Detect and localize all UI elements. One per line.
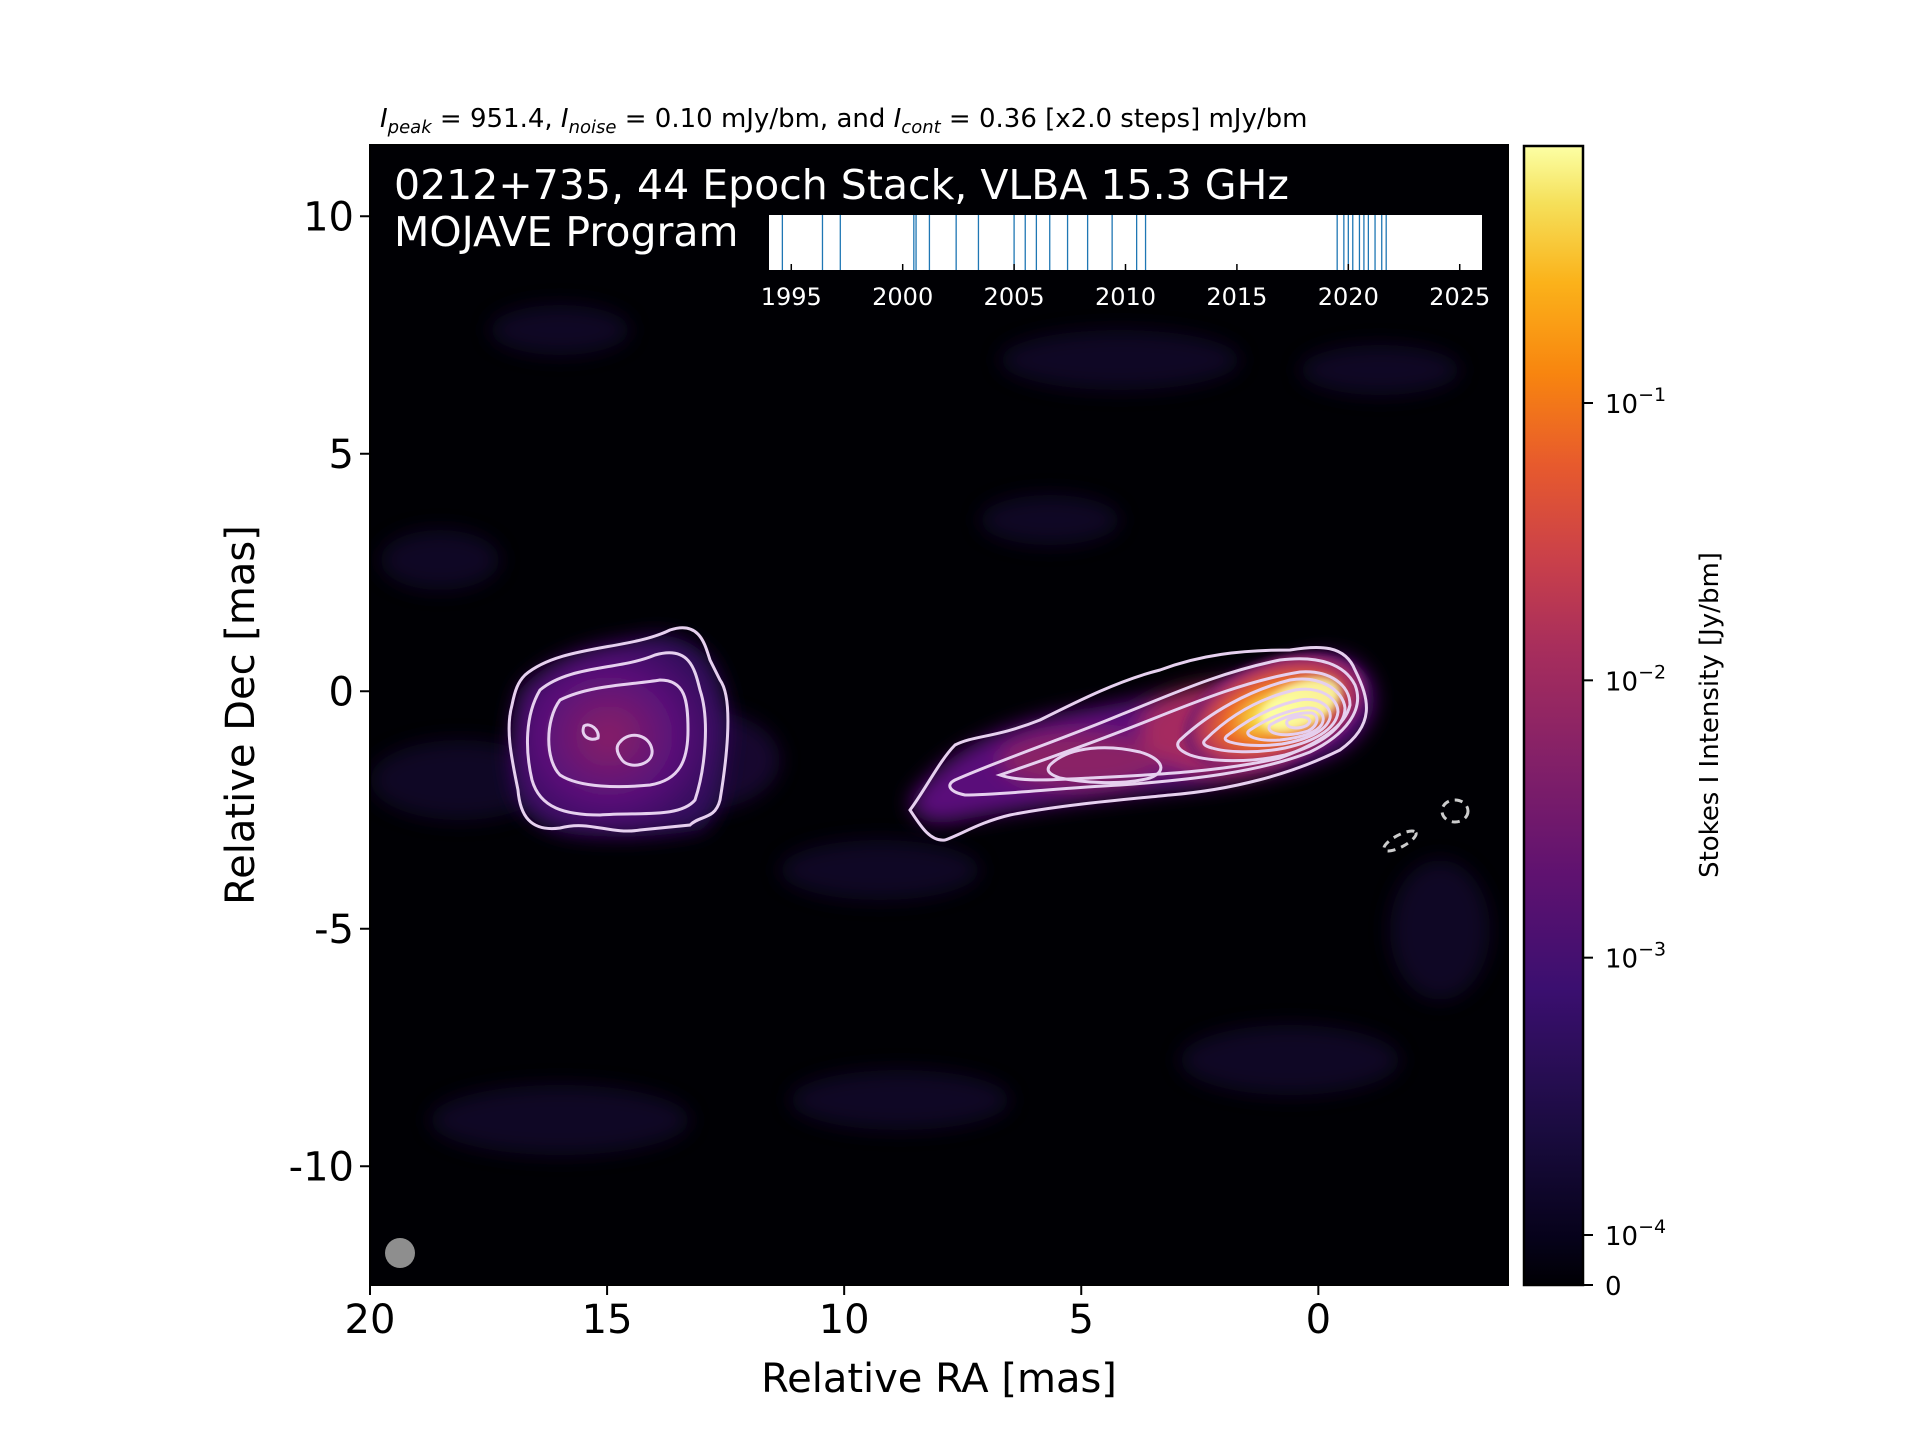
epoch-tick-label: 2005 xyxy=(984,283,1045,311)
colorbar-ticks: 10−1 10−2 10−3 10−4 0 xyxy=(1583,384,1666,1302)
lobe-contour-4a xyxy=(581,723,600,741)
epoch-tick-label: 1995 xyxy=(761,283,822,311)
y-tick-label: 10 xyxy=(303,194,354,240)
lobe-contour-4b xyxy=(615,733,654,767)
colorbar-tick-label: 10−1 xyxy=(1605,384,1666,420)
noise-symbol: I xyxy=(561,104,569,134)
epoch-tick-label: 2010 xyxy=(1095,283,1156,311)
x-axis-label: Relative RA [mas] xyxy=(761,1356,1117,1402)
cont-symbol: I xyxy=(894,104,902,134)
epoch-lines xyxy=(781,215,1387,270)
epoch-tick-label: 2015 xyxy=(1206,283,1267,311)
cont-subscript: cont xyxy=(901,117,941,138)
peak-subscript: peak xyxy=(387,117,434,138)
core-contour-4 xyxy=(1246,706,1325,742)
y-tick-label: 0 xyxy=(329,669,354,715)
colorbar-gradient xyxy=(1524,146,1583,1285)
core-contour-2 xyxy=(1202,687,1340,754)
y-tick-label: -10 xyxy=(289,1144,354,1190)
jet-contour-4 xyxy=(1046,746,1163,785)
epoch-tick-label: 2025 xyxy=(1429,283,1490,311)
component-marker-ellipse xyxy=(1382,829,1418,853)
y-axis-label: Relative Dec [mas] xyxy=(218,525,264,905)
noise-subscript: noise xyxy=(569,117,617,138)
y-tick-label: -5 xyxy=(314,907,354,953)
component-marker-circle xyxy=(1440,798,1470,824)
lobe-contour-2 xyxy=(525,651,707,817)
peak-value: = 951.4, xyxy=(432,104,561,134)
lobe-emission xyxy=(511,635,728,837)
jet-contour-1 xyxy=(908,645,1368,842)
core-contour-3 xyxy=(1223,697,1332,747)
colorbar-tick-label: 10−2 xyxy=(1605,661,1666,697)
colorbar: 10−1 10−2 10−3 10−4 0 Stokes I Intensity [Jy… xyxy=(1522,144,1725,1302)
y-axis-ticks: 10 5 0 -5 -10 xyxy=(289,194,370,1190)
core-contour-6 xyxy=(1285,715,1312,730)
epoch-timeline-box xyxy=(769,215,1482,270)
x-tick-label: 20 xyxy=(345,1297,396,1343)
intensity-map: 0212+735, 44 Epoch Stack, VLBA 15.3 GHz … xyxy=(369,144,1509,1286)
epoch-timeline: 1995 2000 2005 2010 2015 2020 2025 xyxy=(761,215,1490,311)
peak-symbol: I xyxy=(380,104,388,134)
jet-contour-3 xyxy=(995,670,1352,782)
jet-contour-2 xyxy=(948,657,1360,797)
colorbar-label: Stokes I Intensity [Jy/bm] xyxy=(1695,552,1725,878)
colorbar-tick-label: 0 xyxy=(1605,1272,1622,1302)
y-tick-label: 5 xyxy=(329,432,354,478)
core-contour-1 xyxy=(1176,677,1347,763)
beam-marker xyxy=(385,1238,415,1268)
x-tick-label: 15 xyxy=(582,1297,633,1343)
lobe-contour-3 xyxy=(547,678,690,789)
colorbar-tick-label: 10−4 xyxy=(1605,1216,1666,1252)
component-markers xyxy=(1382,798,1470,853)
noise-value: = 0.10 mJy/bm, and xyxy=(616,104,893,134)
core-contour-5 xyxy=(1267,711,1319,737)
x-tick-label: 0 xyxy=(1306,1297,1331,1343)
contours xyxy=(507,626,1368,842)
emission xyxy=(370,305,1490,1268)
noise-haze xyxy=(370,305,1490,1155)
plot-title-line2: MOJAVE Program xyxy=(394,208,738,256)
epoch-tick-label: 2020 xyxy=(1318,283,1379,311)
lobe-contour-1 xyxy=(507,626,730,833)
epoch-tick-label: 2000 xyxy=(872,283,933,311)
epoch-ticks: 1995 2000 2005 2010 2015 2020 2025 xyxy=(761,264,1490,311)
intensity-header: Ipeak = 951.4, Inoise = 0.10 mJy/bm, and… xyxy=(380,104,1307,138)
plot-title-line1: 0212+735, 44 Epoch Stack, VLBA 15.3 GHz xyxy=(394,161,1289,209)
x-axis-ticks: 20 15 10 5 0 xyxy=(345,1285,1331,1343)
colorbar-frame xyxy=(1522,144,1585,1287)
colorbar-tick-label: 10−3 xyxy=(1605,939,1666,975)
plot-frame xyxy=(369,144,1509,1286)
cont-value: = 0.36 [x2.0 steps] mJy/bm xyxy=(941,104,1308,134)
x-tick-label: 10 xyxy=(819,1297,870,1343)
x-tick-label: 5 xyxy=(1069,1297,1094,1343)
